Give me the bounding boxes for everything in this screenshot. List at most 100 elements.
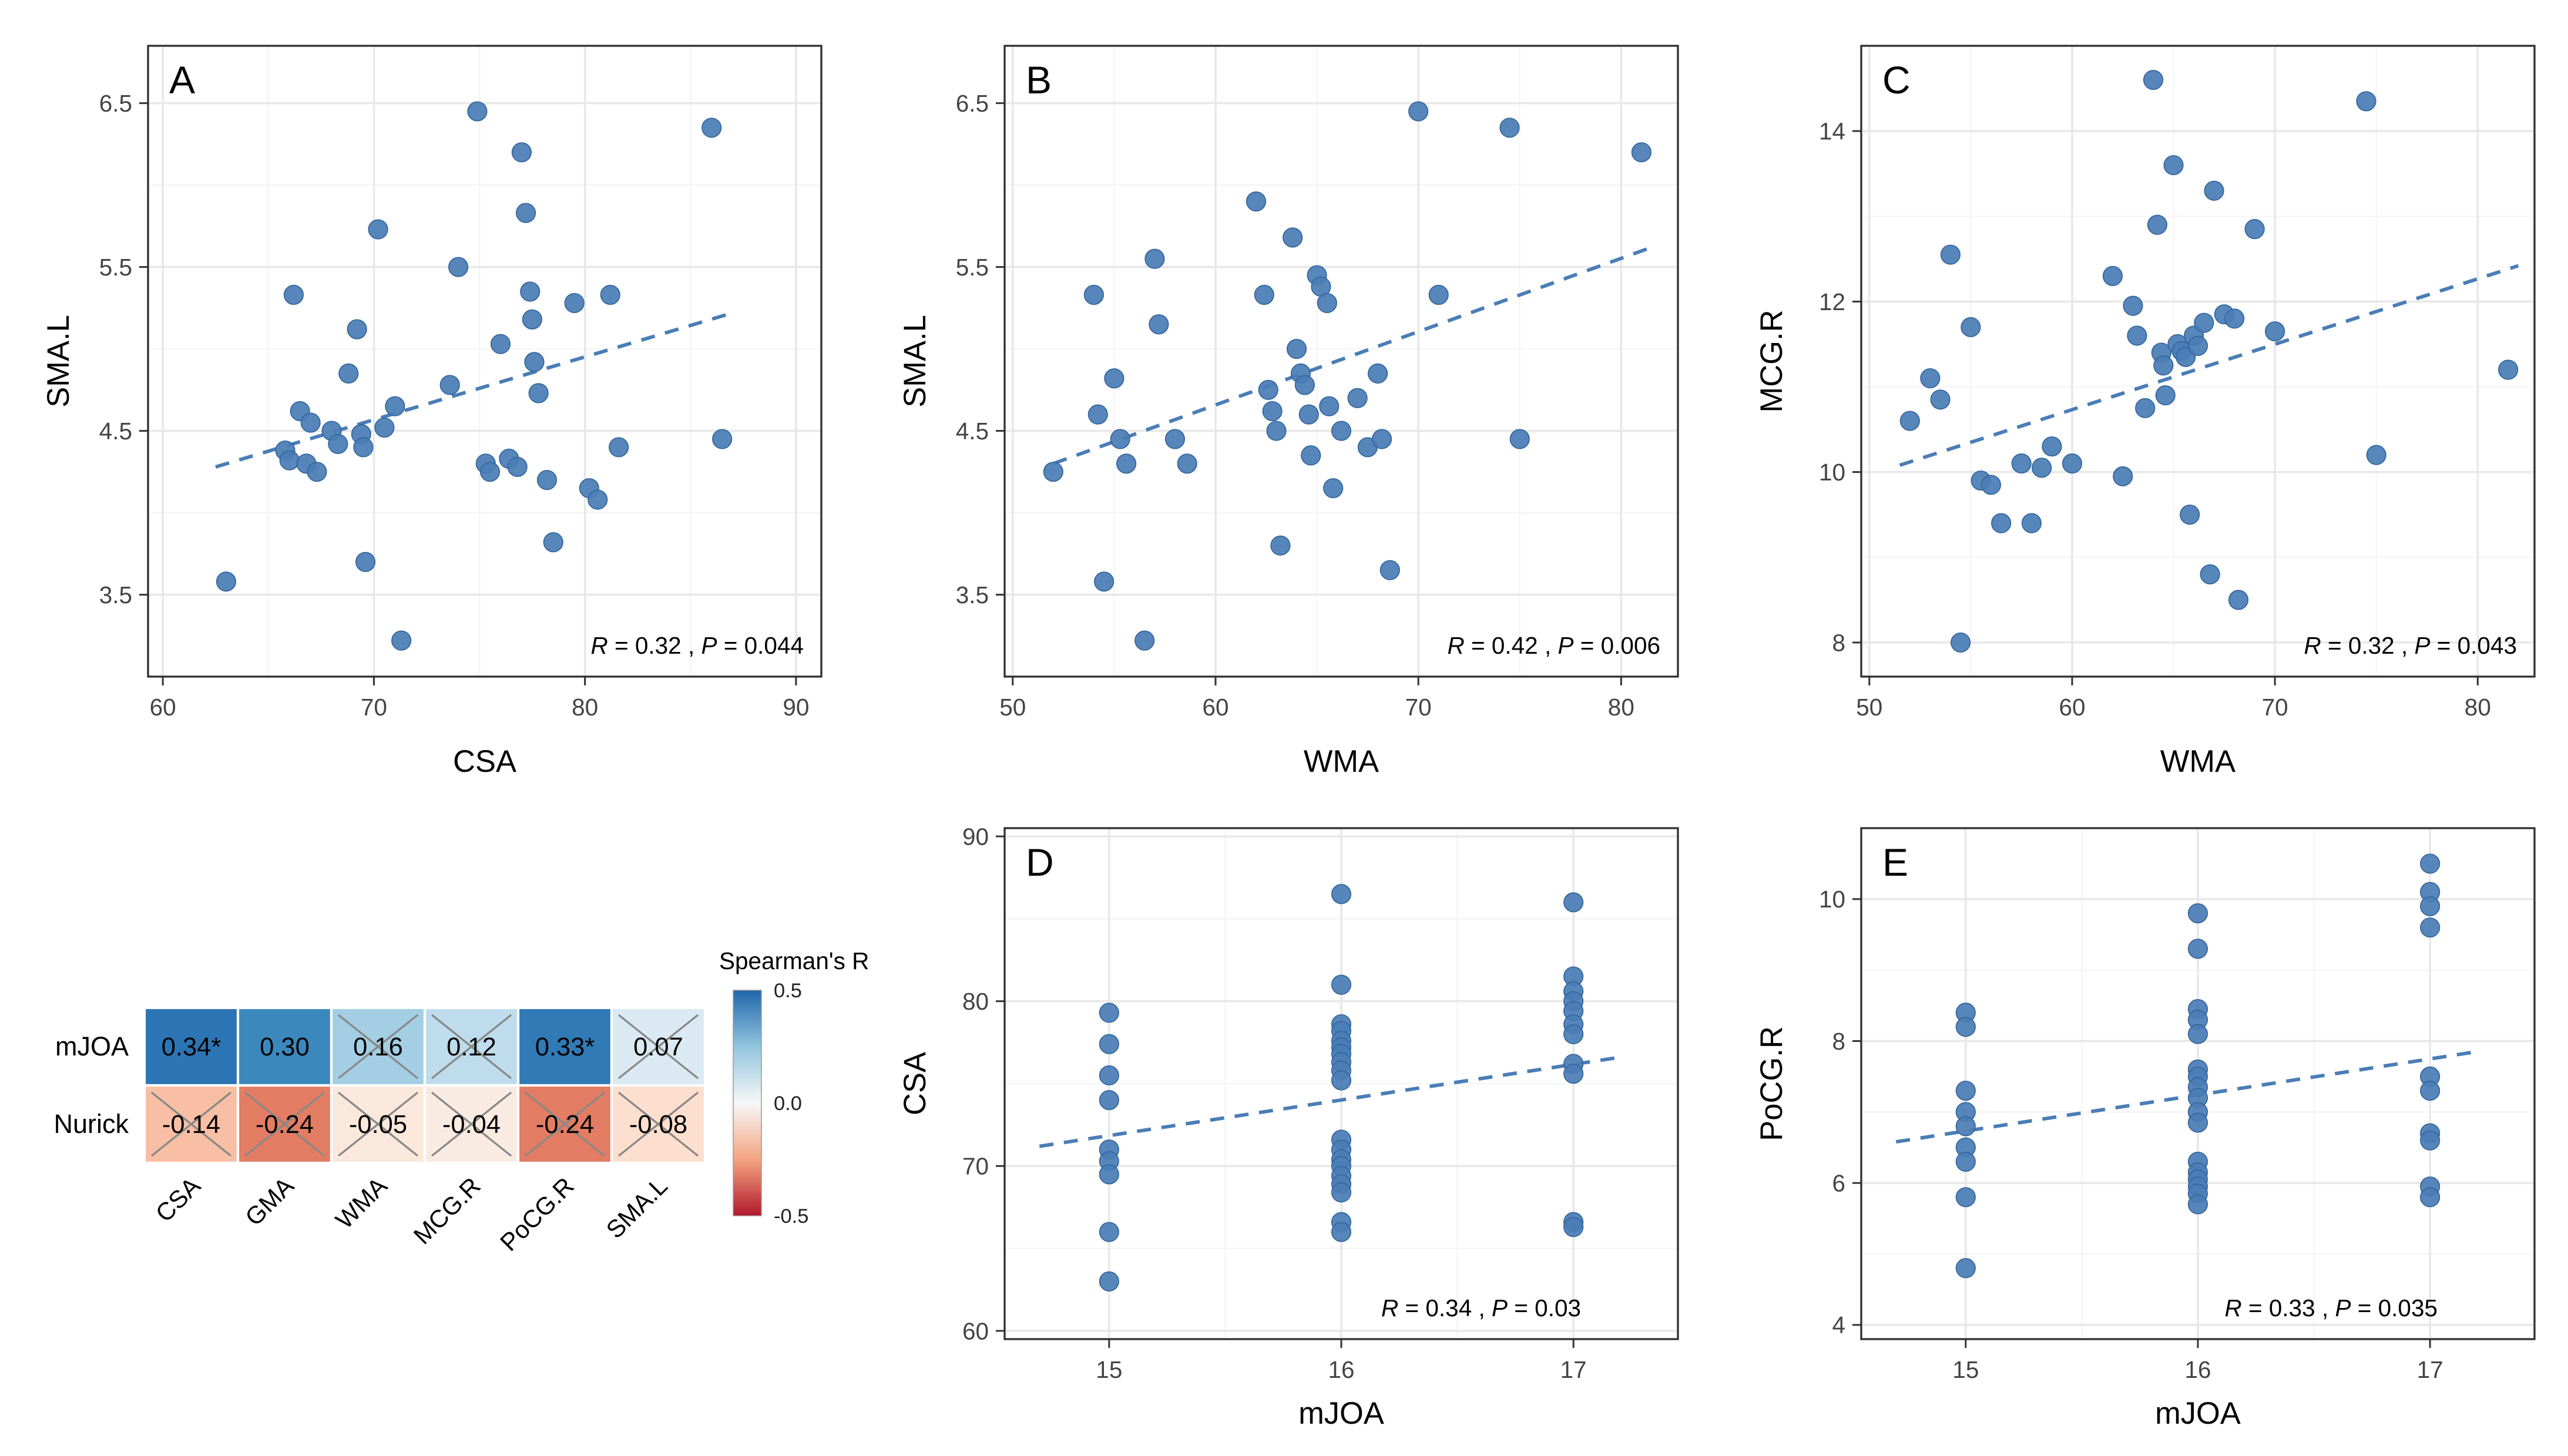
y-tick-label: 60 (962, 1317, 989, 1344)
y-tick-label: 6.5 (956, 90, 989, 117)
data-point (467, 101, 488, 122)
data-point (2420, 853, 2441, 874)
x-tick-label: 70 (361, 694, 387, 721)
stats-annotation: R = 0.32 , P = 0.043 (2304, 632, 2517, 659)
data-point (1563, 1024, 1584, 1044)
panel-border (1003, 45, 1679, 678)
colorbar (733, 990, 762, 1216)
y-tick-label: 4.5 (99, 418, 132, 445)
data-point (1631, 142, 1651, 163)
cross-mark-icon (244, 1091, 325, 1157)
data-point (1319, 396, 1340, 416)
x-tick-label: 60 (150, 694, 176, 721)
data-point (1323, 478, 1344, 499)
heatmap-value: 0.30 (260, 1033, 310, 1061)
data-point (2153, 355, 2174, 376)
data-point (515, 203, 536, 223)
data-point (1286, 338, 1307, 359)
data-point (1980, 475, 2002, 495)
data-point (1149, 314, 1169, 335)
data-point (1955, 1116, 1976, 1136)
data-point (1258, 379, 1278, 400)
data-point (2123, 295, 2143, 316)
data-point (588, 489, 608, 510)
panel-letter: B (1026, 58, 1052, 102)
scatter-plot-svg: 50 60 70 80 3.5 4.5 5.5 6.5 WMA SMA.L B R = 0.42 , … (898, 45, 1679, 779)
plot-area (148, 46, 821, 677)
data-point (1499, 117, 1520, 138)
data-point (1428, 284, 1449, 305)
data-point (1563, 1217, 1584, 1238)
data-point (2180, 505, 2200, 525)
stats-annotation: R = 0.42 , P = 0.006 (1447, 632, 1660, 659)
data-point (2042, 436, 2062, 457)
data-point (490, 334, 511, 354)
trend-line (1899, 264, 2519, 467)
colorbar-tick-label: -0.5 (774, 1205, 808, 1228)
x-tick-label: 70 (2262, 694, 2288, 721)
data-point (2147, 214, 2168, 235)
heatmap-value: -0.14 (162, 1111, 220, 1139)
data-point (1294, 375, 1315, 395)
data-point (2021, 513, 2042, 533)
data-point (2155, 385, 2176, 406)
data-point (1961, 317, 1981, 338)
data-point (2420, 917, 2441, 938)
data-point (1930, 389, 1951, 410)
data-point (1955, 1187, 1976, 1208)
heatmap-row-label: mJOA (55, 1031, 129, 1061)
cross-mark-icon (617, 1091, 699, 1157)
x-axis-title: mJOA (2155, 1396, 2241, 1431)
panel-border (1860, 45, 2536, 678)
heatmap-value: -0.08 (629, 1111, 687, 1139)
data-point (2356, 91, 2376, 112)
data-point (1940, 244, 1961, 265)
correlation-heatmap: 0.34* 0.30 0.16 0.12 0.33* 0.07 -0.14 -0.24 -0.0… (21, 881, 871, 1410)
x-tick-label: 80 (572, 694, 598, 721)
heatmap-col-label: WMA (330, 1172, 392, 1234)
colorbar-tick-label: 0.5 (774, 980, 802, 1002)
heatmap-col-label: MCG.R (408, 1172, 486, 1249)
data-point (536, 470, 558, 490)
data-point (2187, 1024, 2208, 1044)
panel-letter: A (169, 58, 195, 102)
data-point (1347, 388, 1368, 408)
x-axis-title: CSA (453, 744, 516, 779)
data-point (1246, 191, 1267, 212)
y-tick-label: 3.5 (956, 581, 989, 608)
data-point (2113, 466, 2133, 487)
y-tick-label: 4 (1832, 1312, 1845, 1339)
y-tick-label: 5.5 (99, 254, 132, 281)
data-point (1331, 1182, 1352, 1203)
heatmap-value: 0.34* (162, 1033, 221, 1061)
data-point (283, 284, 304, 305)
panel-a-scatter: 60 70 80 90 3.5 4.5 5.5 6.5 CSA SMA.L A R = 0.32 , … (39, 21, 850, 800)
data-point (1099, 1065, 1119, 1086)
x-tick-label: 50 (1856, 694, 1882, 721)
trend-line (1052, 246, 1653, 466)
y-tick-label: 5.5 (956, 254, 989, 281)
data-point (543, 532, 563, 553)
panel-letter: E (1882, 840, 1908, 884)
data-point (2143, 69, 2164, 90)
data-point (328, 433, 348, 454)
data-point (374, 417, 395, 438)
heatmap-value: 0.12 (447, 1033, 496, 1061)
data-point (1301, 445, 1321, 466)
x-tick-label: 17 (2417, 1356, 2443, 1383)
heatmap-svg: 0.34* 0.30 0.16 0.12 0.33* 0.07 -0.14 -0.24 -0.0… (53, 947, 869, 1256)
data-point (353, 437, 374, 458)
panel-e-scatter: 15 16 17 4 6 8 10 mJOA PoCG.R E R = 0.33 , P = 0.0… (1752, 807, 2563, 1452)
data-point (1955, 1151, 1976, 1172)
y-tick-label: 10 (1819, 886, 1845, 913)
y-tick-label: 80 (962, 988, 989, 1015)
data-point (1099, 1222, 1119, 1242)
data-point (1298, 404, 1319, 425)
cross-mark-icon (617, 1014, 699, 1080)
y-axis-title: MCG.R (1754, 310, 1789, 413)
data-point (1331, 1222, 1352, 1242)
data-point (1408, 101, 1429, 122)
x-tick-label: 70 (1405, 694, 1432, 721)
x-tick-label: 16 (1328, 1356, 1354, 1383)
